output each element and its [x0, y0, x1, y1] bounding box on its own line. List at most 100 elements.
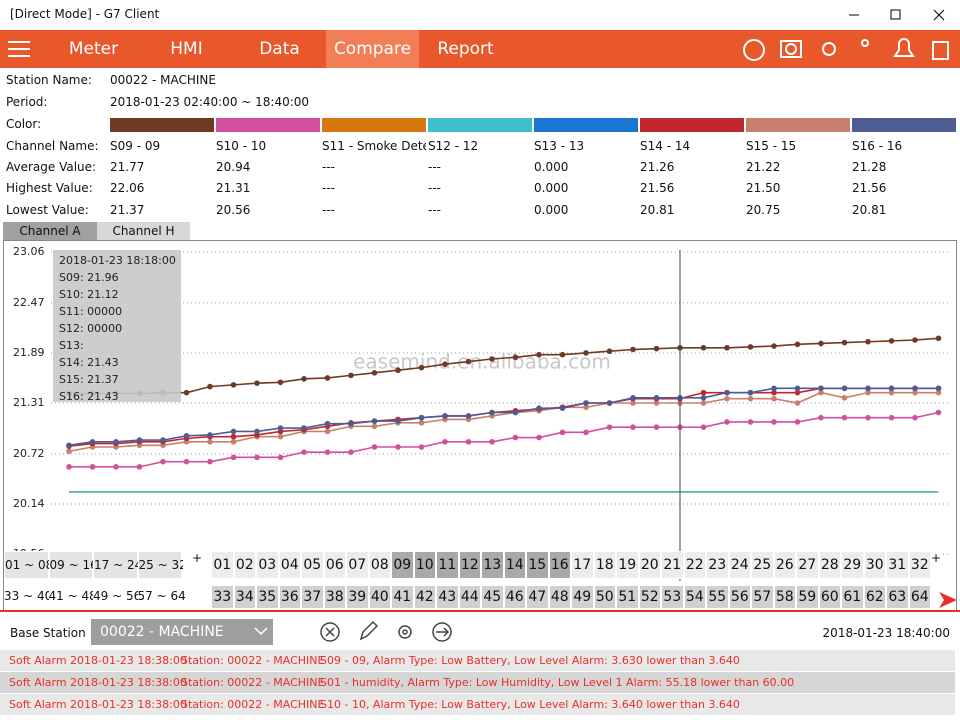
channel-button[interactable]: 42	[413, 585, 436, 609]
channel-button[interactable]: 18	[593, 551, 616, 579]
channel-button[interactable]: 35	[256, 585, 279, 609]
tab[interactable]: Channel A	[3, 222, 97, 240]
group-button[interactable]: 01 ~ 08	[4, 551, 53, 579]
channel-button[interactable]: 32	[908, 551, 931, 579]
data-point	[183, 458, 190, 465]
channel-button[interactable]: 59	[796, 585, 819, 609]
channel-button[interactable]: 33	[211, 585, 234, 609]
channel-button[interactable]: 53	[661, 585, 684, 609]
channel-button[interactable]: 64	[908, 585, 931, 609]
channel-button[interactable]: 02	[233, 551, 256, 579]
data-point	[136, 437, 143, 443]
channel-button[interactable]: 22	[683, 551, 706, 579]
y-tick-label: 21.31	[13, 396, 45, 409]
data-point	[935, 389, 942, 396]
group-button[interactable]: 25 ~ 32	[137, 551, 187, 579]
channel-button[interactable]: 34	[233, 585, 256, 609]
channel-button[interactable]: 03	[256, 551, 279, 579]
add-button[interactable]: +	[929, 551, 943, 571]
channel-button[interactable]: 04	[278, 551, 301, 579]
channel-button[interactable]: 21	[661, 551, 684, 579]
channel-button[interactable]: 55	[706, 585, 729, 609]
channel-button[interactable]: 31	[886, 551, 909, 579]
channel-button[interactable]: 44	[458, 585, 481, 609]
channel-button[interactable]: 12	[458, 551, 481, 579]
channel-button[interactable]: 49	[571, 585, 594, 609]
channel-button[interactable]: 56	[728, 585, 751, 609]
alarm-row[interactable]	[0, 694, 955, 715]
channel-button[interactable]: 58	[773, 585, 796, 609]
channel-button[interactable]: 13	[481, 551, 504, 579]
channel-button[interactable]: 15	[526, 551, 549, 579]
add-button[interactable]: +	[183, 551, 211, 571]
station-select[interactable]: 00022 - MACHINE	[91, 619, 273, 645]
channel-button[interactable]: 20	[638, 551, 661, 579]
channel-button[interactable]: 54	[683, 585, 706, 609]
nav-icons[interactable]	[0, 30, 960, 68]
channel-button[interactable]: 05	[301, 551, 324, 579]
channel-button[interactable]: 08	[368, 551, 391, 579]
channel-button[interactable]: 51	[616, 585, 639, 609]
alarm-row[interactable]	[0, 672, 955, 693]
channel-button[interactable]: 45	[481, 585, 504, 609]
alarm-field: Soft Alarm	[9, 676, 67, 689]
nav-item[interactable]: HMI	[170, 39, 203, 59]
channel-button[interactable]: 47	[526, 585, 549, 609]
channel-button[interactable]: 62	[863, 585, 886, 609]
channel-button[interactable]: 24	[728, 551, 751, 579]
channel-button[interactable]: 17	[571, 551, 594, 579]
channel-button[interactable]: 29	[841, 551, 864, 579]
group-button[interactable]: 17 ~ 24	[93, 551, 142, 579]
channel-button[interactable]: 26	[773, 551, 796, 579]
channel-button[interactable]: 37	[301, 585, 324, 609]
channel-button[interactable]: 43	[436, 585, 459, 609]
channel-button[interactable]: 16	[548, 551, 571, 579]
channel-button[interactable]: 60	[818, 585, 841, 609]
channel-button[interactable]: 07	[346, 551, 369, 579]
group-button[interactable]: 49 ~ 56	[93, 585, 141, 609]
channel-button[interactable]: 36	[278, 585, 301, 609]
group-button[interactable]: 41 ~ 48	[48, 585, 97, 609]
channel-button[interactable]: 39	[346, 585, 369, 609]
nav-item[interactable]: Report	[437, 39, 494, 59]
alarm-row[interactable]	[0, 650, 955, 671]
channel-button[interactable]: 41	[391, 585, 414, 609]
group-button[interactable]: 57 ~ 64	[137, 585, 186, 609]
channel-button[interactable]: 27	[796, 551, 819, 579]
channel-button[interactable]: 61	[841, 585, 864, 609]
nav-item[interactable]: Compare	[326, 30, 419, 68]
channel-button[interactable]: 30	[863, 551, 886, 579]
data-point	[183, 432, 190, 439]
channel-button[interactable]: 23	[706, 551, 729, 579]
channel-button[interactable]: 25	[751, 551, 774, 579]
channel-button[interactable]: 09	[391, 551, 414, 579]
nav-item[interactable]: Data	[259, 39, 300, 59]
average-value: ---	[428, 160, 441, 174]
data-point	[442, 413, 448, 419]
channel-button[interactable]: 14	[503, 551, 526, 579]
channel-button[interactable]: 57	[751, 585, 774, 609]
data-point	[277, 425, 284, 431]
channel-button[interactable]: 38	[323, 585, 346, 609]
channel-button[interactable]: 06	[323, 551, 346, 579]
channel-button[interactable]: 52	[638, 585, 661, 609]
data-point	[771, 395, 777, 402]
tab[interactable]: Channel H	[97, 222, 190, 240]
channel-name: S09 - 09	[110, 139, 161, 153]
group-button[interactable]: 09 ~ 16	[48, 551, 98, 579]
channel-button[interactable]: 19	[616, 551, 639, 579]
next-arrow[interactable]	[937, 590, 959, 610]
channel-button[interactable]: 46	[503, 585, 526, 609]
channel-button[interactable]: 01	[211, 551, 234, 579]
channel-button[interactable]: 40	[368, 585, 391, 609]
channel-button[interactable]: 50	[593, 585, 616, 609]
toolbar-icons[interactable]	[0, 615, 500, 649]
nav-item[interactable]: Meter	[68, 39, 119, 59]
channel-button[interactable]: 28	[818, 551, 841, 579]
channel-button[interactable]: 48	[548, 585, 571, 609]
channel-button[interactable]: 10	[413, 551, 436, 579]
channel-button[interactable]: 11	[436, 551, 459, 579]
window-controls[interactable]	[840, 0, 960, 30]
group-button[interactable]: 33 ~ 40	[4, 585, 52, 609]
channel-button[interactable]: 63	[886, 585, 909, 609]
